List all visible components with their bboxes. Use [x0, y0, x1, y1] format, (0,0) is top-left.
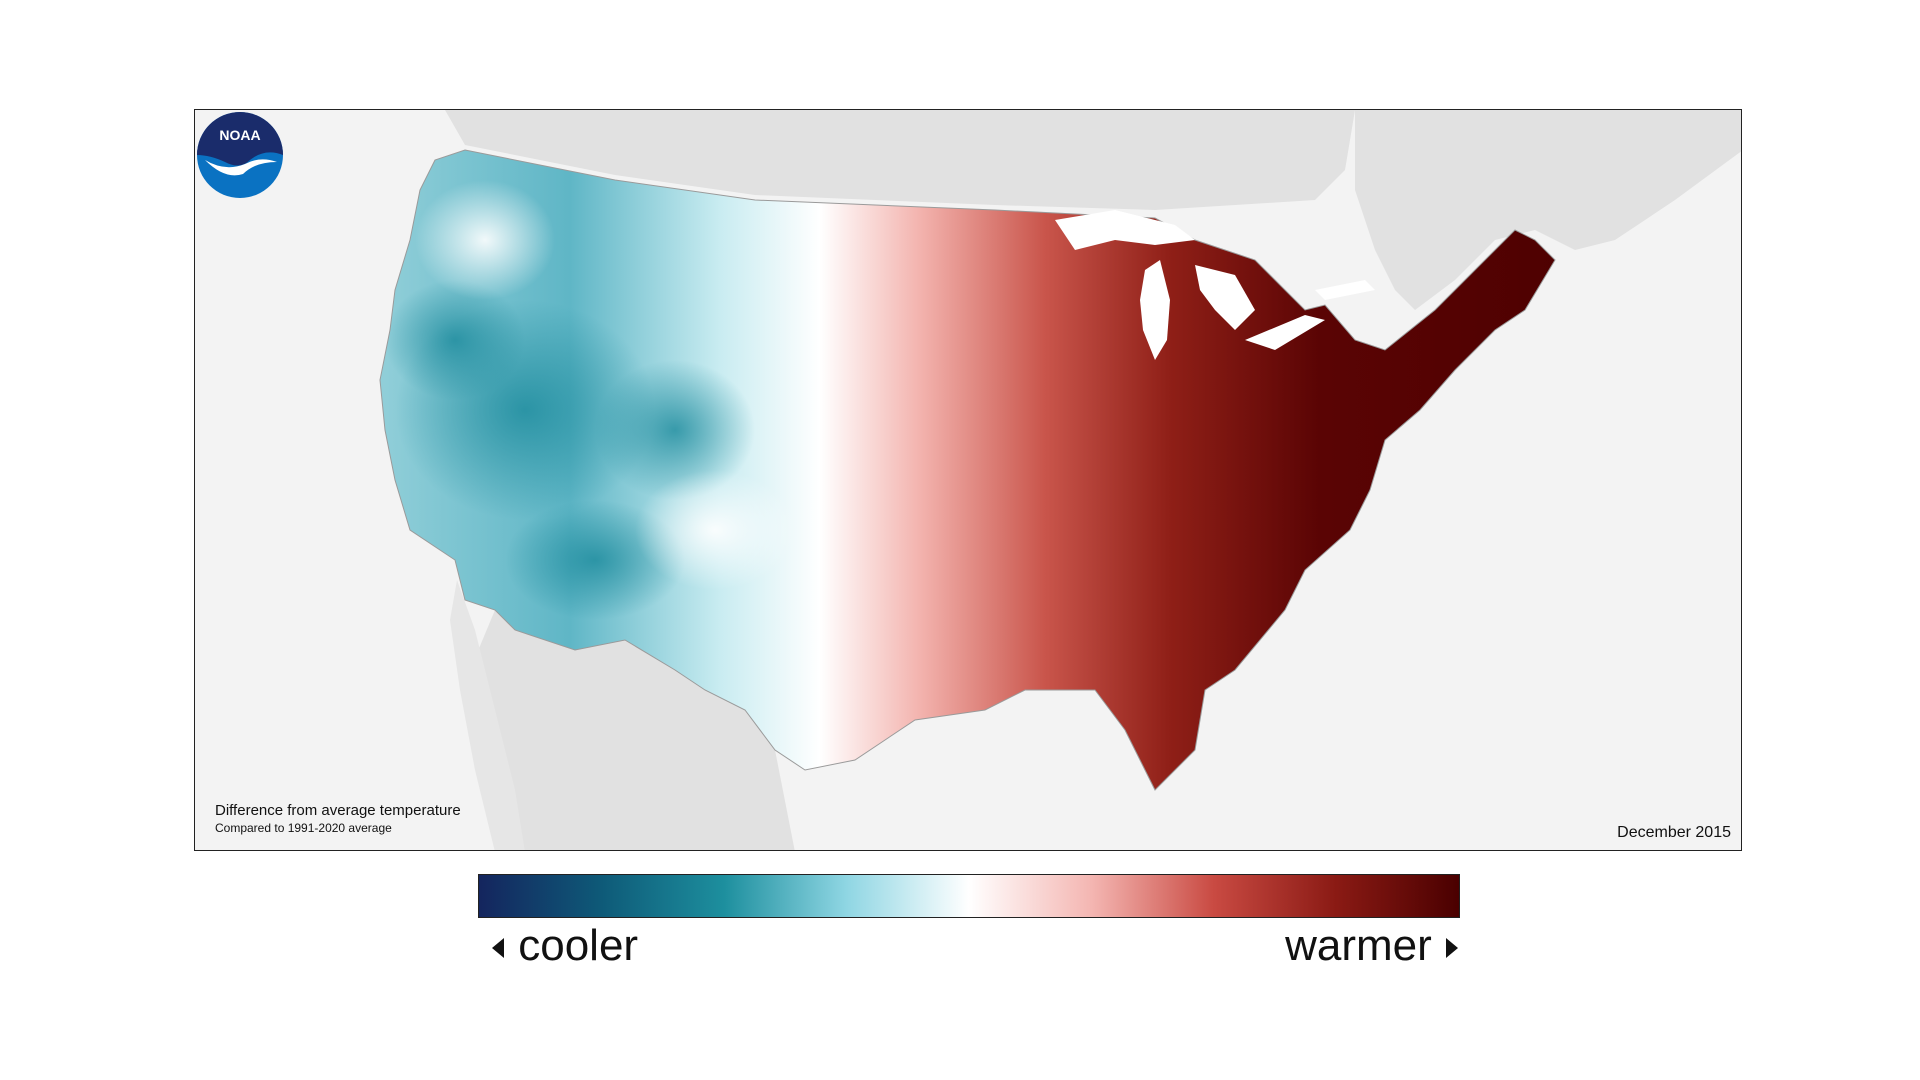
left-arrow-icon — [492, 938, 504, 959]
lake-erie — [1245, 315, 1325, 350]
svg-text:NOAA: NOAA — [219, 127, 260, 143]
canada-east-landmass — [1355, 110, 1741, 310]
right-arrow-icon — [1446, 938, 1458, 959]
map-caption: Difference from average temperature Comp… — [215, 802, 461, 836]
date-label: December 2015 — [1617, 824, 1731, 841]
warmer-label: warmer — [1285, 918, 1460, 974]
baja-landmass — [450, 580, 525, 850]
temperature-map — [379, 110, 1741, 850]
color-scale-bar — [478, 874, 1460, 918]
mexico-landmass — [470, 610, 795, 850]
lake-ontario — [1315, 280, 1375, 300]
lake-superior — [1055, 210, 1195, 250]
cooler-label-text: cooler — [518, 921, 639, 970]
warmer-label-text: warmer — [1285, 921, 1432, 970]
caption-subtitle: Compared to 1991-2020 average — [215, 821, 392, 835]
canada-landmass — [445, 110, 1355, 210]
lake-huron — [1195, 265, 1255, 330]
cooler-label: cooler — [490, 918, 638, 974]
caption-title: Difference from average temperature — [215, 802, 461, 819]
lake-michigan — [1140, 260, 1170, 360]
noaa-logo-icon: NOAA — [197, 112, 283, 198]
map-panel: Difference from average temperature Comp… — [194, 109, 1742, 851]
